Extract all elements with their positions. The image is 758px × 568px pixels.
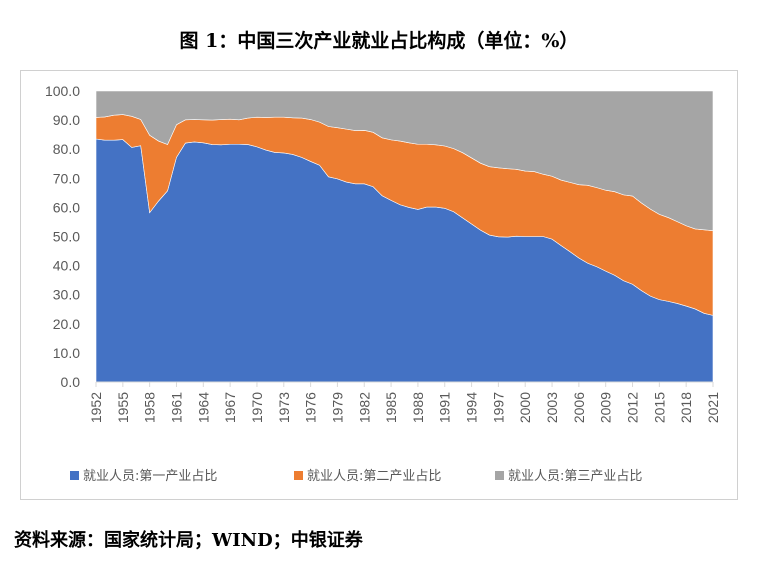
y-tick-label: 20.0 [53, 316, 80, 332]
x-tick-label: 2009 [598, 392, 614, 423]
x-tick-label: 2021 [705, 392, 721, 423]
x-tick-label: 1952 [88, 392, 104, 423]
y-tick-label: 50.0 [53, 229, 80, 245]
x-tick-label: 1982 [356, 392, 372, 423]
x-tick-label: 2012 [625, 392, 641, 423]
x-tick-label: 1994 [464, 392, 480, 423]
x-tick-label: 1955 [115, 392, 131, 423]
legend-label: 就业人员:第一产业占比 [83, 469, 217, 484]
legend-label: 就业人员:第二产业占比 [307, 469, 441, 484]
x-tick-label: 1970 [249, 392, 265, 423]
x-tick-label: 2006 [571, 392, 587, 423]
y-tick-label: 0.0 [61, 374, 81, 390]
y-tick-label: 10.0 [53, 345, 80, 361]
y-tick-label: 90.0 [53, 112, 80, 128]
x-tick-label: 1991 [437, 392, 453, 423]
y-tick-label: 100.0 [45, 83, 80, 99]
x-tick-label: 2003 [544, 392, 560, 423]
area-series-3 [95, 90, 714, 232]
x-tick-label: 1973 [276, 392, 292, 423]
x-tick-label: 1988 [410, 392, 426, 423]
x-tick-label: 1979 [329, 392, 345, 423]
x-tick-label: 1964 [195, 392, 211, 423]
legend-swatch [70, 471, 79, 480]
x-tick-label: 1967 [222, 392, 238, 423]
y-tick-label: 80.0 [53, 141, 80, 157]
x-tick-label: 1961 [168, 392, 184, 423]
y-tick-label: 70.0 [53, 170, 80, 186]
x-tick-label: 1976 [303, 392, 319, 423]
figure-title: 图 1：中国三次产业就业占比构成（单位：%） [179, 30, 579, 52]
legend-label: 就业人员:第三产业占比 [508, 469, 642, 484]
x-tick-label: 2015 [651, 392, 667, 423]
x-tick-label: 1958 [142, 392, 158, 423]
y-tick-label: 60.0 [53, 199, 80, 215]
x-tick-label: 2000 [517, 392, 533, 423]
y-tick-label: 40.0 [53, 258, 80, 274]
x-tick-label: 1985 [383, 392, 399, 423]
y-tick-label: 30.0 [53, 287, 80, 303]
legend-swatch [495, 471, 504, 480]
x-tick-label: 1997 [490, 392, 506, 423]
chart-frame [20, 70, 738, 500]
x-tick-label: 2018 [678, 392, 694, 423]
legend-swatch [294, 471, 303, 480]
source-note: 资料来源：国家统计局；WIND；中银证券 [14, 530, 363, 551]
